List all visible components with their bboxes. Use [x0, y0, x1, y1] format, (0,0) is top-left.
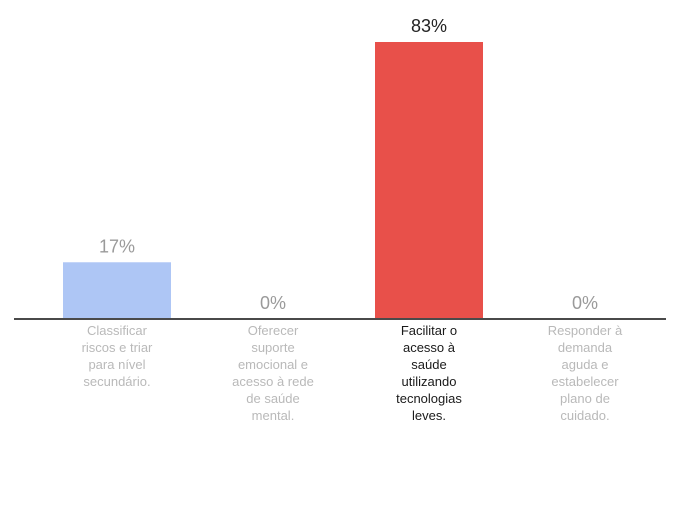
category-label-line: Oferecer	[248, 323, 299, 338]
value-label-3: 0%	[572, 293, 598, 313]
category-label-line: tecnologias	[396, 391, 462, 406]
category-label-line: saúde	[411, 357, 446, 372]
bar-2	[375, 42, 483, 319]
category-label-line: emocional e	[238, 357, 308, 372]
category-label-line: acesso à rede	[232, 374, 314, 389]
bars-group	[63, 42, 483, 319]
category-label-line: mental.	[252, 408, 295, 423]
category-label-line: utilizando	[402, 374, 457, 389]
category-label-line: demanda	[558, 340, 613, 355]
value-label-2: 83%	[411, 16, 447, 36]
category-label-3: Responder à demanda aguda e estabelecer plan…	[548, 323, 623, 423]
category-label-line: de saúde	[246, 391, 300, 406]
value-label-0: 17%	[99, 236, 135, 256]
category-label-line: Facilitar o	[401, 323, 457, 338]
category-label-line: estabelecer	[551, 374, 619, 389]
category-label-line: leves.	[412, 408, 446, 423]
category-label-line: aguda e	[562, 357, 609, 372]
value-labels-group: 17% 0% 83% 0%	[99, 16, 598, 313]
category-label-line: plano de	[560, 391, 610, 406]
category-label-line: cuidado.	[560, 408, 609, 423]
category-label-line: acesso à	[403, 340, 456, 355]
category-label-line: riscos e triar	[82, 340, 153, 355]
category-labels-group: Classificar riscos e triar para nível secun…	[82, 323, 623, 423]
category-label-line: suporte	[251, 340, 294, 355]
category-label-line: secundário.	[83, 374, 150, 389]
category-label-2: Facilitar o acesso à saúde utilizando tecnol…	[396, 323, 462, 423]
category-label-0: Classificar riscos e triar para nível secun…	[82, 323, 153, 389]
bar-0	[63, 262, 171, 319]
category-label-line: Classificar	[87, 323, 148, 338]
category-label-line: para nível	[88, 357, 145, 372]
value-label-1: 0%	[260, 293, 286, 313]
category-label-line: Responder à	[548, 323, 623, 338]
category-label-1: Oferecer suporte emocional e acesso à rede d…	[232, 323, 314, 423]
